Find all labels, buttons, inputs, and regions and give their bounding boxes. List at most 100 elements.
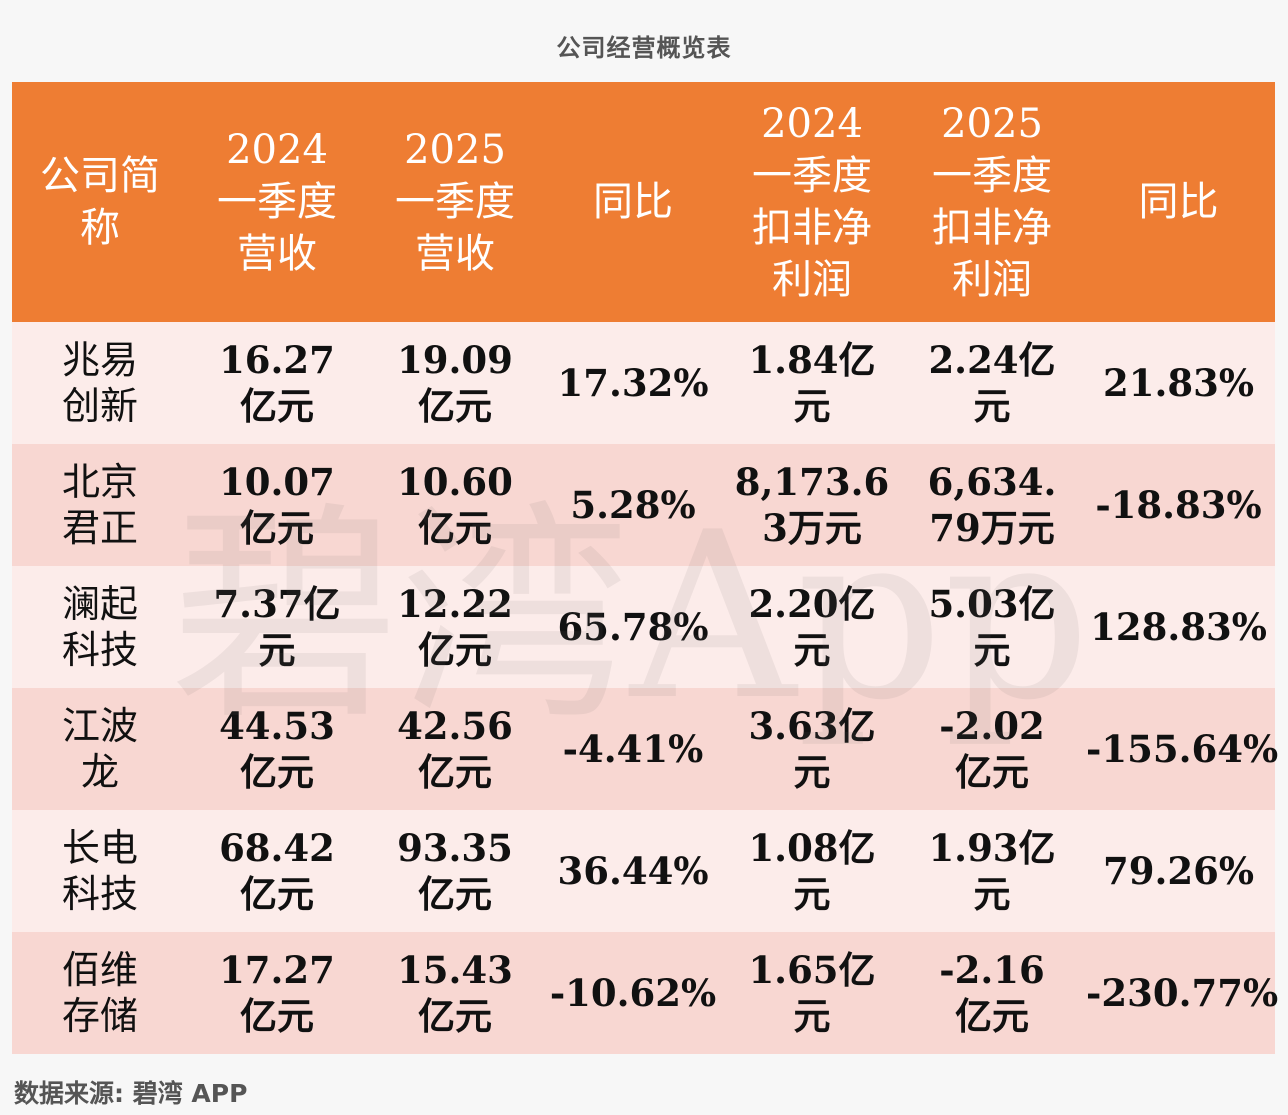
table-row: 佰维存储 17.27亿元 15.43亿元 -10.62% 1.65亿元 -2.16亿元 -2… [12,932,1279,1054]
cell-revenue-yoy: -10.62% [544,932,722,1054]
cell-value: 36.44% [557,849,709,893]
cell-profit-2024: 1.84亿元 [722,322,902,444]
cell-value: -2.16亿元 [939,948,1045,1038]
cell-revenue-2024: 10.07亿元 [188,444,366,566]
cell-profit-2025: 2.24亿元 [902,322,1082,444]
cell-value: -2.02亿元 [939,704,1045,794]
cell-revenue-yoy: 5.28% [544,444,722,566]
cell-revenue-2024: 7.37亿元 [188,566,366,688]
cell-profit-yoy: 79.26% [1082,810,1275,932]
cell-profit-2025: -2.02亿元 [902,688,1082,810]
column-header-profit-2025: 2025一季度扣非净利润 [902,82,1082,322]
cell-value: 3.63亿元 [748,704,876,794]
table-row: 澜起科技 7.37亿元 12.22亿元 65.78% 2.20亿元 5.03亿元 128.8… [12,566,1275,688]
cell-revenue-2025: 42.56亿元 [366,688,544,810]
cell-value: 21.83% [1102,361,1255,405]
cell-profit-2024: 3.63亿元 [722,688,902,810]
cell-value: 44.53亿元 [219,704,335,794]
overview-table-container: 公司简称 2024一季度营收 2025一季度营收 同比 2024一季度扣非净利润… [12,82,1279,1054]
cell-value: 1.84亿元 [748,338,876,428]
cell-profit-2024: 8,173.63万元 [722,444,902,566]
column-header-revenue-2025: 2025一季度营收 [366,82,544,322]
column-header-revenue-2024: 2024一季度营收 [188,82,366,322]
cell-value: 65.78% [557,605,709,649]
cell-company: 兆易创新 [12,322,188,444]
cell-company: 澜起科技 [12,566,188,688]
cell-value: -4.41% [562,727,704,771]
cell-value: 17.27亿元 [219,948,335,1038]
cell-revenue-yoy: 65.78% [544,566,722,688]
cell-value: 5.03亿元 [928,582,1056,672]
cell-value: 2.20亿元 [748,582,876,672]
cell-value: 1.93亿元 [928,826,1056,916]
cell-value: 8,173.63万元 [734,460,890,550]
cell-revenue-2024: 16.27亿元 [188,322,366,444]
column-header-profit-yoy: 同比 [1082,82,1275,322]
cell-revenue-2025: 12.22亿元 [366,566,544,688]
chart-title: 公司经营概览表 [556,34,732,62]
cell-value: 10.07亿元 [219,460,335,550]
table-row: 北京君正 10.07亿元 10.60亿元 5.28% 8,173.63万元 6,634.7… [12,444,1275,566]
cell-value: 澜起科技 [61,582,138,672]
cell-revenue-2025: 93.35亿元 [366,810,544,932]
cell-value: 12.22亿元 [397,582,513,672]
column-header-revenue-yoy: 同比 [544,82,722,322]
cell-revenue-2025: 19.09亿元 [366,322,544,444]
cell-revenue-2024: 17.27亿元 [188,932,366,1054]
cell-value: -18.83% [1095,483,1262,527]
cell-revenue-2025: 10.60亿元 [366,444,544,566]
cell-profit-yoy: -18.83% [1082,444,1275,566]
cell-value: 2.24亿元 [928,338,1056,428]
cell-value: 16.27亿元 [219,338,335,428]
cell-profit-yoy: 21.83% [1082,322,1275,444]
cell-profit-2024: 1.08亿元 [722,810,902,932]
cell-value: 128.83% [1090,605,1267,649]
cell-value: 佰维存储 [61,948,138,1038]
column-header-company: 公司简称 [12,82,188,322]
cell-profit-2024: 2.20亿元 [722,566,902,688]
data-source-note: 数据来源: 碧湾 APP [14,1079,248,1108]
cell-profit-2024: 1.65亿元 [722,932,902,1054]
cell-company: 佰维存储 [12,932,188,1054]
table-row: 兆易创新 16.27亿元 19.09亿元 17.32% 1.84亿元 2.24亿元 21.8… [12,322,1275,444]
header-row: 公司简称 2024一季度营收 2025一季度营收 同比 2024一季度扣非净利润… [12,82,1275,322]
cell-profit-2025: -2.16亿元 [902,932,1082,1054]
cell-value: 68.42亿元 [219,826,335,916]
cell-value: -10.62% [549,971,717,1015]
cell-revenue-yoy: 17.32% [544,322,722,444]
cell-company: 江波龙 [12,688,188,810]
cell-revenue-2024: 44.53亿元 [188,688,366,810]
cell-value: 6,634.79万元 [927,460,1057,550]
cell-revenue-yoy: -4.41% [544,688,722,810]
cell-profit-2025: 6,634.79万元 [902,444,1082,566]
cell-revenue-2024: 68.42亿元 [188,810,366,932]
cell-value: 北京君正 [61,460,138,550]
cell-profit-2025: 5.03亿元 [902,566,1082,688]
table-row: 长电科技 68.42亿元 93.35亿元 36.44% 1.08亿元 1.93亿元 79.2… [12,810,1275,932]
cell-value: 19.09亿元 [397,338,513,428]
overview-table: 公司简称 2024一季度营收 2025一季度营收 同比 2024一季度扣非净利润… [12,82,1279,1054]
cell-profit-2025: 1.93亿元 [902,810,1082,932]
table-body: 兆易创新 16.27亿元 19.09亿元 17.32% 1.84亿元 2.24亿元 21.8… [12,322,1279,1054]
cell-value: 42.56亿元 [397,704,513,794]
cell-value: 兆易创新 [61,338,138,428]
cell-company: 长电科技 [12,810,188,932]
column-header-profit-2024: 2024一季度扣非净利润 [722,82,902,322]
cell-value: 5.28% [570,483,696,527]
cell-value: 15.43亿元 [397,948,513,1038]
cell-value: 17.32% [557,361,709,405]
cell-revenue-2025: 15.43亿元 [366,932,544,1054]
cell-profit-yoy: 128.83% [1082,566,1275,688]
cell-value: 江波龙 [61,704,138,794]
table-row: 江波龙 44.53亿元 42.56亿元 -4.41% 3.63亿元 -2.02亿元 -155… [12,688,1279,810]
cell-value: 1.08亿元 [748,826,876,916]
cell-company: 北京君正 [12,444,188,566]
cell-profit-yoy: -230.77% [1082,932,1279,1054]
cell-value: -230.77% [1086,971,1279,1015]
cell-value: 10.60亿元 [397,460,513,550]
cell-value: -155.64% [1086,727,1279,771]
cell-value: 93.35亿元 [397,826,513,916]
cell-value: 7.37亿元 [213,582,341,672]
cell-value: 长电科技 [61,826,138,916]
cell-value: 1.65亿元 [748,948,876,1038]
